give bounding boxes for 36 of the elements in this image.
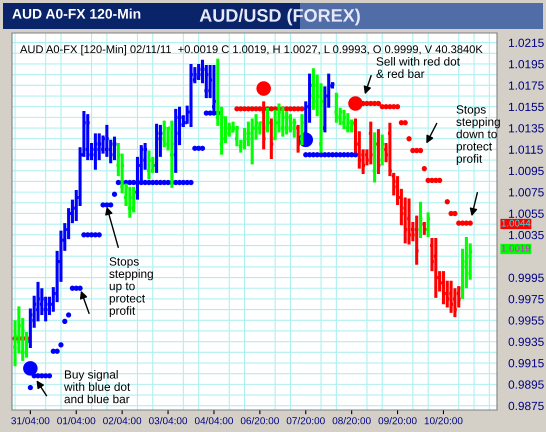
x-tick-label: 09/20:00	[378, 416, 417, 424]
y-tick-label: 1.0135	[509, 124, 544, 132]
y-tick-label: 0.9935	[508, 338, 544, 346]
y-tick-label: 1.0215	[509, 38, 544, 48]
chart-title: AUD/USD (FOREX)	[200, 8, 360, 26]
y-tick-label: 0.9895	[508, 380, 544, 389]
x-tick-label: 06/20:00	[240, 416, 279, 424]
x-tick-label: 10/20:00	[424, 416, 463, 424]
x-tick-label: 04/04:00	[194, 416, 234, 424]
y-tick-label: 0.9955	[508, 316, 544, 325]
y-tick-label: 1.0095	[509, 166, 544, 176]
y-tick-label: 0.9995	[508, 274, 544, 282]
y-tick-label: 1.0175	[509, 81, 544, 90]
y-tick-label: 1.0155	[509, 102, 544, 112]
y-tick-label: 0.9975	[508, 294, 544, 304]
x-tick-label: 08/20:00	[332, 416, 371, 424]
y-tick-label: 1.0195	[509, 60, 544, 68]
chart-subtitle: AUD A0-FX 120-Min	[12, 8, 140, 19]
y-tick-label: 1.0055	[509, 210, 544, 218]
text: 1.0044	[502, 220, 530, 227]
y-tick-label: 1.0075	[509, 188, 544, 197]
x-tick-label: 01/04:00	[57, 416, 96, 424]
x-tick-label: 31/04:00	[11, 416, 50, 424]
annotation: Buy signal with blue dot and blue bar	[64, 370, 130, 404]
annotation: Sell with red dot & red bar	[376, 57, 460, 78]
y-tick-label: 0.9915	[508, 359, 544, 368]
annotation: Stops stepping up to protect profit	[109, 257, 153, 318]
annotation: Stops stepping down to protect profit	[456, 105, 500, 166]
annotation: AUD A0-FX [120-Min] 02/11/11 +0.0019 C 1.0019, H 1.0027, L 0.9993, O 0.9999, V 40.3840K	[20, 45, 483, 56]
x-tick-label: 07/20:00	[286, 416, 325, 424]
x-tick-label: 03/04:00	[148, 416, 188, 424]
text: 1.0019	[502, 244, 530, 252]
y-tick-label: 1.0035	[509, 230, 544, 240]
y-tick-label: 0.9875	[508, 402, 544, 410]
y-tick-label: 1.0115	[509, 145, 543, 154]
x-tick-label: 02/04:00	[103, 416, 142, 424]
